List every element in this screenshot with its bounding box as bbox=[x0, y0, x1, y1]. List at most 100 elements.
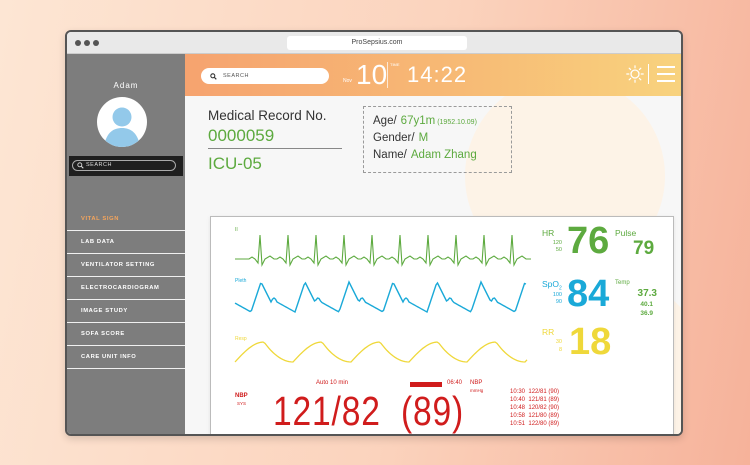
medical-record-label: Medical Record No. bbox=[208, 108, 327, 123]
title-bar: ProSepsius.com bbox=[67, 32, 681, 54]
temp-label: Temp bbox=[615, 280, 630, 286]
nbp-mode: Auto 10 min bbox=[316, 380, 349, 386]
gender-row: Gender/M bbox=[373, 132, 511, 149]
nbp-history-row: 10:48 120/82 (90) bbox=[510, 405, 559, 413]
nbp-value: 121/82 bbox=[273, 388, 381, 434]
spo2-label-text: SpO bbox=[542, 279, 560, 289]
hr-label: HR bbox=[542, 228, 555, 238]
name-row: Name/Adam Zhang bbox=[373, 149, 511, 166]
rr-high-limit: 30 bbox=[555, 339, 562, 345]
sidebar-item-vital-sign[interactable]: VITAL SIGN bbox=[67, 208, 185, 231]
pleth-waveform bbox=[234, 280, 527, 314]
window-control-dot[interactable] bbox=[75, 40, 81, 46]
pulse-value: 79 bbox=[633, 238, 655, 259]
temp-value: 37.3 bbox=[637, 288, 657, 299]
nbp-label: NBP bbox=[235, 393, 248, 399]
date-divider bbox=[387, 62, 388, 88]
sidebar-item-ventilator-setting[interactable]: VENTILATOR SETTING bbox=[67, 254, 185, 277]
search-icon bbox=[77, 162, 84, 169]
top-header: SEARCH Nov 10 TIME 14:22 bbox=[185, 54, 681, 96]
sun-icon[interactable] bbox=[626, 65, 644, 83]
nbp-history-row: 10:51 122/80 (89) bbox=[510, 421, 559, 429]
window-control-dot[interactable] bbox=[84, 40, 90, 46]
nbp-progress-fill bbox=[411, 383, 441, 386]
patient-info-box: Age/67y1m (1952.10.09) Gender/M Name/Adam… bbox=[363, 106, 512, 173]
pleth-wave-label: Pleth bbox=[235, 278, 247, 284]
sidebar-search: SEARCH bbox=[69, 156, 183, 176]
gender-label: Gender/ bbox=[373, 132, 415, 144]
icu-unit: ICU-05 bbox=[208, 154, 262, 173]
sidebar-search-input[interactable]: SEARCH bbox=[72, 160, 176, 171]
name-label: Name/ bbox=[373, 149, 407, 161]
date-day: 10 bbox=[356, 59, 388, 90]
sidebar-menu: VITAL SIGN LAB DATA VENTILATOR SETTING E… bbox=[67, 208, 185, 369]
hr-high-limit: 120 bbox=[552, 240, 562, 246]
main-content: Medical Record No. 0000059 ICU-05 Age/67… bbox=[185, 96, 681, 434]
nbp-history-reading: 120/82 (90) bbox=[528, 405, 560, 411]
rr-value: 18 bbox=[569, 321, 612, 363]
ecg-waveform bbox=[235, 234, 531, 268]
date-of-birth: (1952.10.09) bbox=[437, 119, 477, 126]
gender-value: M bbox=[418, 132, 429, 144]
sidebar-item-care-unit-info[interactable]: CARE UNIT INFO bbox=[67, 346, 185, 369]
nbp-history-reading: 121/80 (89) bbox=[528, 413, 560, 419]
vital-monitor: II Pleth Resp HR 120 50 76 Pulse 79 SpO2… bbox=[210, 216, 674, 434]
time-label: TIME bbox=[390, 62, 400, 67]
record-divider bbox=[208, 148, 342, 149]
nbp-history-time: 10:48 bbox=[510, 405, 526, 411]
nbp-history-reading: 121/81 (89) bbox=[528, 397, 560, 403]
rr-low-limit: 8 bbox=[558, 347, 562, 353]
temp-high: 40.1 bbox=[640, 301, 653, 308]
nbp-history-time: 10:30 bbox=[510, 389, 526, 395]
spo2-high-limit: 100 bbox=[552, 292, 562, 298]
spo2-low-limit: 90 bbox=[555, 299, 562, 305]
window-control-dot[interactable] bbox=[93, 40, 99, 46]
medical-record-number: 0000059 bbox=[208, 126, 275, 145]
rr-label: RR bbox=[542, 327, 555, 337]
nbp-last-time: 06:40 bbox=[447, 380, 463, 386]
nbp-history-row: 10:58 121/80 (89) bbox=[510, 413, 559, 421]
nbp-progress-bar bbox=[410, 382, 442, 387]
age-row: Age/67y1m (1952.10.09) bbox=[373, 115, 511, 132]
resp-wave-label: Resp bbox=[235, 336, 247, 342]
header-divider bbox=[648, 64, 649, 84]
nbp-history-reading: 122/80 (89) bbox=[528, 421, 560, 427]
search-input[interactable]: SEARCH bbox=[201, 68, 329, 84]
nbp-mean: (89) bbox=[401, 388, 465, 434]
waveform-panel bbox=[234, 234, 531, 363]
nbp-history-time: 10:58 bbox=[510, 413, 526, 419]
nbp-history-row: 10:40 121/81 (89) bbox=[510, 397, 559, 405]
hr-value: 76 bbox=[567, 220, 610, 262]
age-value: 67y1m bbox=[400, 115, 436, 127]
nbp-sys-label: SYS bbox=[237, 401, 247, 406]
resp-waveform bbox=[234, 341, 528, 363]
sidebar-item-sofa-score[interactable]: SOFA SCORE bbox=[67, 323, 185, 346]
nbp-history-list: 10:30 122/81 (90) 10:40 121/81 (89) 10:4… bbox=[510, 389, 559, 429]
sidebar-item-image-study[interactable]: IMAGE STUDY bbox=[67, 300, 185, 323]
menu-icon[interactable] bbox=[657, 66, 675, 87]
pulse-label: Pulse bbox=[615, 228, 637, 238]
nbp-history-time: 10:51 bbox=[510, 421, 526, 427]
url-bar[interactable]: ProSepsius.com bbox=[287, 36, 467, 50]
date-month: Nov bbox=[343, 78, 352, 84]
nbp-unit: mmHg bbox=[470, 388, 484, 393]
browser-window: ProSepsius.com Adam SEARCH VITAL SIGN LA… bbox=[65, 30, 683, 436]
nbp-history-reading: 122/81 (90) bbox=[528, 389, 560, 395]
nbp-right-label: NBP bbox=[470, 380, 483, 386]
spo2-label: SpO2 bbox=[542, 279, 562, 292]
hr-low-limit: 50 bbox=[555, 247, 562, 253]
search-placeholder: SEARCH bbox=[223, 73, 249, 79]
sidebar: Adam SEARCH VITAL SIGN LAB DATA VENTILAT… bbox=[67, 54, 185, 434]
sidebar-search-placeholder: SEARCH bbox=[86, 162, 112, 168]
patient-name: Adam Zhang bbox=[410, 149, 477, 161]
avatar[interactable] bbox=[97, 97, 147, 147]
search-icon bbox=[210, 73, 217, 80]
nbp-history-time: 10:40 bbox=[510, 397, 526, 403]
user-silhouette-icon bbox=[104, 107, 140, 147]
sidebar-item-lab-data[interactable]: LAB DATA bbox=[67, 231, 185, 254]
sidebar-item-electrocardiogram[interactable]: ELECTROCARDIOGRAM bbox=[67, 277, 185, 300]
spo2-value: 84 bbox=[567, 273, 610, 315]
user-name: Adam bbox=[113, 81, 139, 90]
clock-time: 14:22 bbox=[407, 62, 468, 87]
ecg-wave-label: II bbox=[235, 227, 238, 233]
